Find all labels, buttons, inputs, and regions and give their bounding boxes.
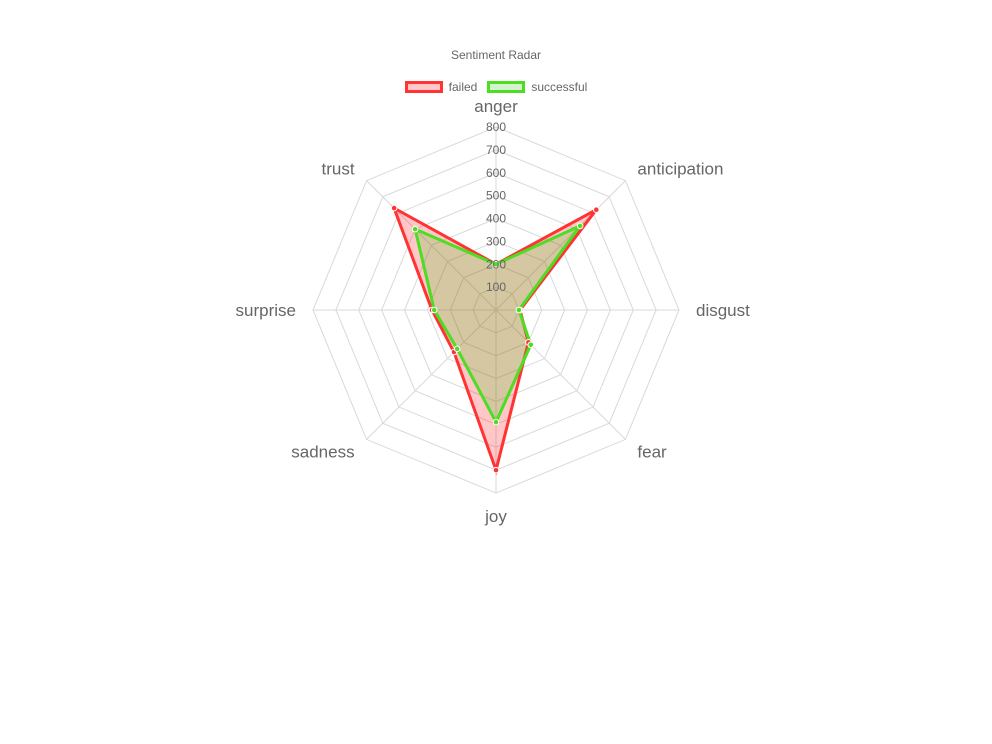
legend-item-successful[interactable]: successful [487, 80, 587, 94]
data-point-failed-trust [390, 204, 398, 212]
legend-label-failed: failed [448, 80, 478, 94]
axis-label-sadness: sadness [291, 442, 354, 461]
data-point-failed-anticipation [592, 206, 600, 214]
chart-title: Sentiment Radar [450, 48, 542, 62]
tick-label-600: 600 [486, 166, 506, 180]
tick-label-100: 100 [486, 280, 506, 294]
axis-label-fear: fear [637, 442, 667, 461]
tick-label-500: 500 [486, 189, 506, 203]
data-point-successful-trust [411, 225, 419, 233]
axis-label-joy: joy [484, 507, 507, 526]
spoke-trust [366, 180, 497, 311]
axis-label-trust: trust [322, 160, 355, 179]
axis-label-anticipation: anticipation [637, 160, 723, 179]
legend-swatch-failed [404, 81, 443, 93]
legend-swatch-successful [487, 81, 526, 93]
data-point-successful-surprise [430, 306, 438, 314]
legend-label-successful: successful [531, 80, 588, 94]
spoke-anticipation [495, 180, 626, 311]
axis-label-anger: anger [474, 97, 518, 116]
data-point-successful-anger [492, 260, 500, 268]
tick-label-700: 700 [486, 143, 506, 157]
data-point-failed-joy [492, 466, 500, 474]
tick-label-300: 300 [486, 234, 506, 248]
data-point-successful-disgust [515, 306, 523, 314]
data-point-successful-fear [527, 341, 535, 349]
spoke-sadness [366, 309, 497, 440]
axis-label-surprise: surprise [236, 301, 296, 320]
tick-label-200: 200 [486, 257, 506, 271]
spoke-fear [495, 309, 626, 440]
data-point-successful-sadness [453, 345, 461, 353]
data-point-successful-joy [492, 418, 500, 426]
legend: failed successful [0, 80, 992, 94]
tick-label-400: 400 [486, 212, 506, 226]
legend-item-failed[interactable]: failed [404, 80, 478, 94]
data-point-successful-anticipation [576, 222, 584, 230]
tick-label-800: 800 [486, 120, 506, 134]
axis-label-disgust: disgust [696, 301, 750, 320]
